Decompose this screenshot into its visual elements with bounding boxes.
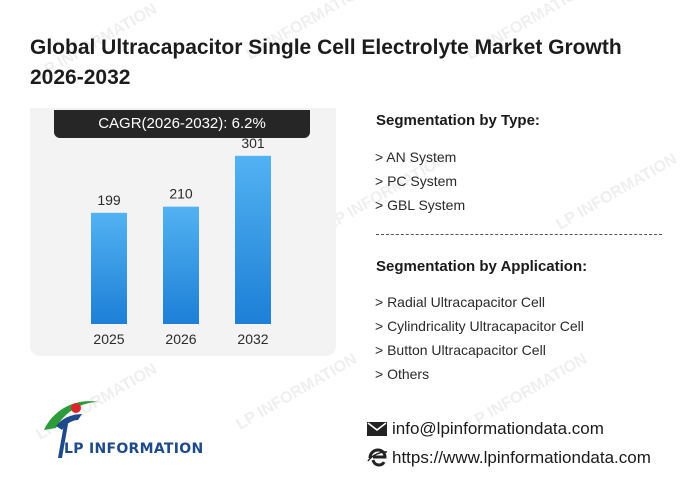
lp-information-logo	[44, 401, 98, 458]
application-item-cylindricality: > Cylindricality Ultracapacitor Cell	[375, 318, 584, 334]
bar-2032	[235, 155, 271, 324]
page-title: Global Ultracapacitor Single Cell Electr…	[30, 36, 622, 89]
cagr-badge: CAGR(2026-2032): 6.2%	[54, 110, 310, 138]
browser-e-icon	[367, 448, 388, 467]
value-label-2032: 301	[241, 135, 265, 151]
application-item-button: > Button Ultracapacitor Cell	[375, 342, 546, 358]
category-label-2025: 2025	[93, 331, 124, 347]
type-heading: Segmentation by Type:	[376, 112, 540, 129]
envelope-icon	[367, 422, 387, 436]
watermark-text: LP INFORMATION	[554, 151, 681, 234]
type-item-an: > AN System	[375, 149, 457, 165]
email-row: info@lpinformationdata.com	[366, 418, 604, 440]
website-row: https://www.lpinformationdata.com	[366, 447, 651, 469]
application-heading: Segmentation by Application:	[376, 258, 588, 275]
bar-chart: 199 2025 210 2026 301 2032	[91, 135, 271, 347]
bar-2026	[163, 206, 199, 324]
value-label-2025: 199	[97, 192, 121, 208]
application-item-radial: > Radial Ultracapacitor Cell	[375, 294, 546, 310]
application-list: > Radial Ultracapacitor Cell > Cylindric…	[375, 290, 584, 386]
type-item-pc: > PC System	[375, 173, 458, 189]
bar-2025	[91, 212, 127, 324]
value-label-2026: 210	[169, 186, 193, 202]
type-item-gbl: > GBL System	[375, 197, 466, 213]
email-link[interactable]: info@lpinformationdata.com	[392, 419, 604, 438]
website-link[interactable]: https://www.lpinformationdata.com	[392, 448, 651, 467]
watermark-text: LP INFORMATION	[234, 351, 361, 434]
category-label-2032: 2032	[237, 331, 268, 347]
type-list: > AN System > PC System > GBL System	[375, 145, 465, 217]
segment-divider	[376, 234, 662, 235]
logo-text: LP INFORMATION	[64, 441, 204, 457]
category-label-2026: 2026	[165, 331, 196, 347]
application-item-others: > Others	[375, 366, 430, 382]
